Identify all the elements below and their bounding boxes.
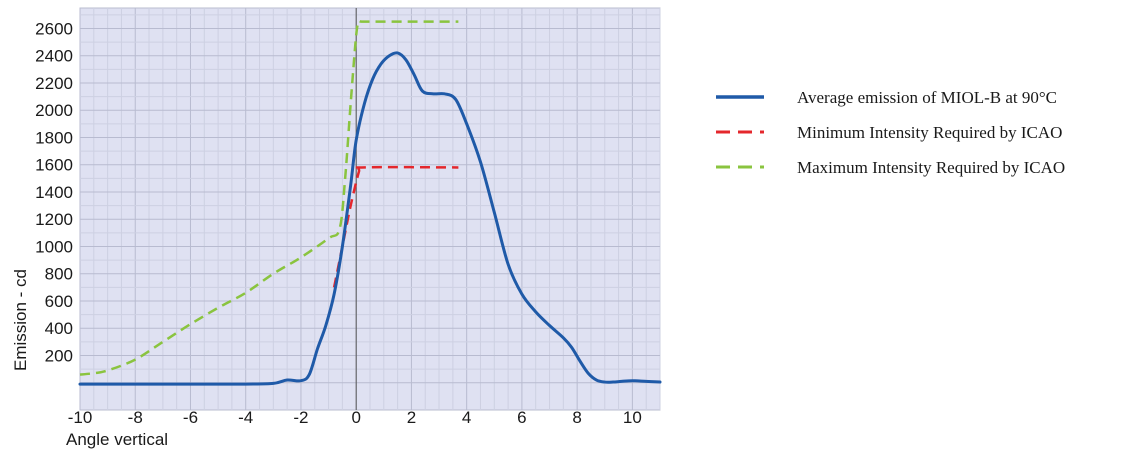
x-tick-label: -10 [68,408,93,427]
legend: Average emission of MIOL-B at 90°C Minimu… [716,88,1065,177]
y-tick-label: 400 [45,319,73,338]
x-tick-label: -6 [183,408,198,427]
y-tick-label: 1600 [35,156,73,175]
x-tick-label: 10 [623,408,642,427]
x-tick-labels: -10 -8 -6 -4 -2 0 2 4 6 8 10 [68,408,642,427]
y-tick-labels: 200 400 600 800 1000 1200 1400 1600 1800 2000 2200… [35,19,73,365]
series-layer [78,19,662,386]
y-tick-label: 2600 [35,19,73,38]
series-line-1 [78,51,662,386]
x-tick-label: -2 [293,408,308,427]
legend-label: Average emission of MIOL-B at 90°C [797,88,1057,107]
y-tick-label: 2000 [35,101,73,120]
y-tick-label: 800 [45,265,73,284]
y-axis-title: Emission - cd [11,269,30,371]
x-tick-label: 0 [351,408,360,427]
series-line-3 [79,19,459,376]
legend-label: Minimum Intensity Required by ICAO [797,123,1062,142]
legend-label: Maximum Intensity Required by ICAO [797,158,1065,177]
x-tick-label: -4 [238,408,253,427]
y-tick-label: 600 [45,292,73,311]
y-tick-label: 1200 [35,210,73,229]
y-tick-label: 200 [45,346,73,365]
y-tick-label: 1000 [35,237,73,256]
x-tick-label: 4 [462,408,471,427]
x-tick-label: -8 [128,408,143,427]
x-tick-label: 6 [517,408,526,427]
x-axis-title: Angle vertical [66,430,168,449]
x-tick-label: 2 [407,408,416,427]
y-tick-label: 2400 [35,47,73,66]
y-tick-label: 1800 [35,128,73,147]
x-tick-label: 8 [572,408,581,427]
y-tick-label: 1400 [35,183,73,202]
y-tick-label: 2200 [35,74,73,93]
